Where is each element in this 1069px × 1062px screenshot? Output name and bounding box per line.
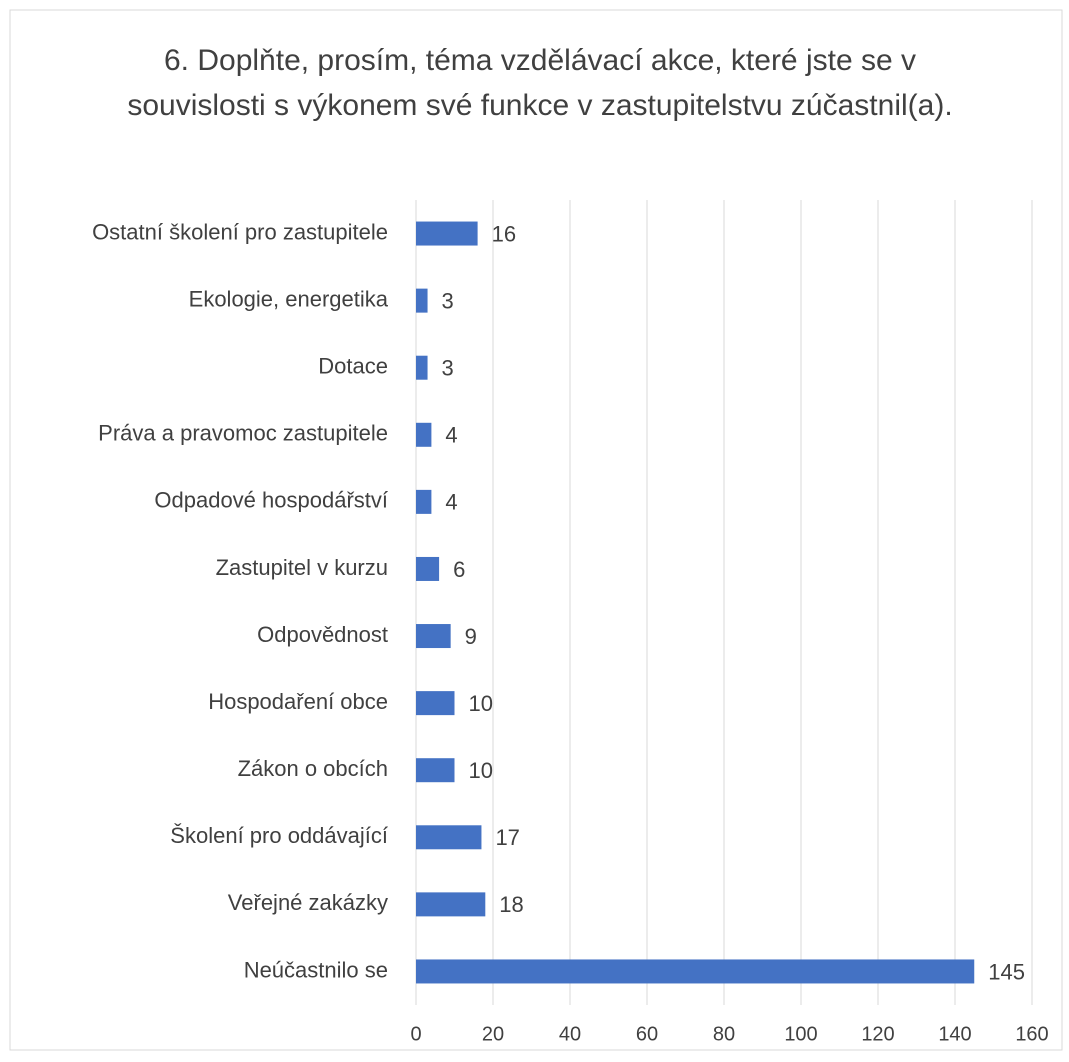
chart-title: 6. Doplňte, prosím, téma vzdělávací akce… (127, 44, 953, 122)
y-tick-label: Zákon o obcích (238, 756, 388, 781)
data-label: 17 (495, 825, 519, 850)
bar (416, 422, 432, 447)
bar (416, 825, 482, 850)
y-tick-label: Ostatní školení pro zastupitele (92, 219, 388, 244)
y-tick-label: Veřejné zakázky (228, 890, 388, 915)
data-label: 10 (469, 691, 493, 716)
data-label: 6 (453, 557, 465, 582)
bar (416, 624, 451, 649)
y-tick-label: Dotace (318, 354, 388, 379)
data-label: 10 (469, 758, 493, 783)
bar (416, 959, 975, 984)
bar (416, 892, 486, 917)
x-tick-label: 100 (784, 1023, 817, 1045)
y-tick-label: Hospodaření obce (208, 689, 388, 714)
data-label: 4 (445, 490, 457, 515)
bar (416, 221, 478, 246)
bar (416, 288, 428, 313)
y-tick-label: Neúčastnilo se (244, 957, 388, 982)
y-tick-label: Zastupitel v kurzu (216, 555, 388, 580)
data-label: 4 (445, 423, 457, 448)
y-tick-label: Odpadové hospodářství (154, 488, 388, 513)
x-tick-label: 60 (636, 1023, 658, 1045)
y-tick-label: Ekologie, energetika (189, 286, 389, 311)
chart-border (9, 9, 1063, 1051)
x-tick-label: 40 (559, 1023, 581, 1045)
y-tick-label: Školení pro oddávající (170, 823, 388, 848)
bar (416, 355, 428, 380)
x-tick-label: 160 (1015, 1023, 1048, 1045)
x-tick-label: 120 (861, 1023, 894, 1045)
data-label: 145 (988, 959, 1025, 984)
bar (416, 758, 455, 783)
data-label: 3 (442, 288, 454, 313)
y-tick-label: Odpovědnost (257, 622, 388, 647)
x-tick-label: 80 (713, 1023, 735, 1045)
data-label: 18 (499, 892, 523, 917)
bar (416, 556, 440, 581)
bar (416, 691, 455, 716)
bar (416, 489, 432, 514)
x-tick-label: 140 (938, 1023, 971, 1045)
x-tick-label: 0 (410, 1023, 421, 1045)
y-tick-label: Práva a pravomoc zastupitele (98, 421, 388, 446)
data-label: 16 (492, 221, 516, 246)
data-label: 9 (465, 624, 477, 649)
x-tick-label: 20 (482, 1023, 504, 1045)
data-label: 3 (442, 356, 454, 381)
